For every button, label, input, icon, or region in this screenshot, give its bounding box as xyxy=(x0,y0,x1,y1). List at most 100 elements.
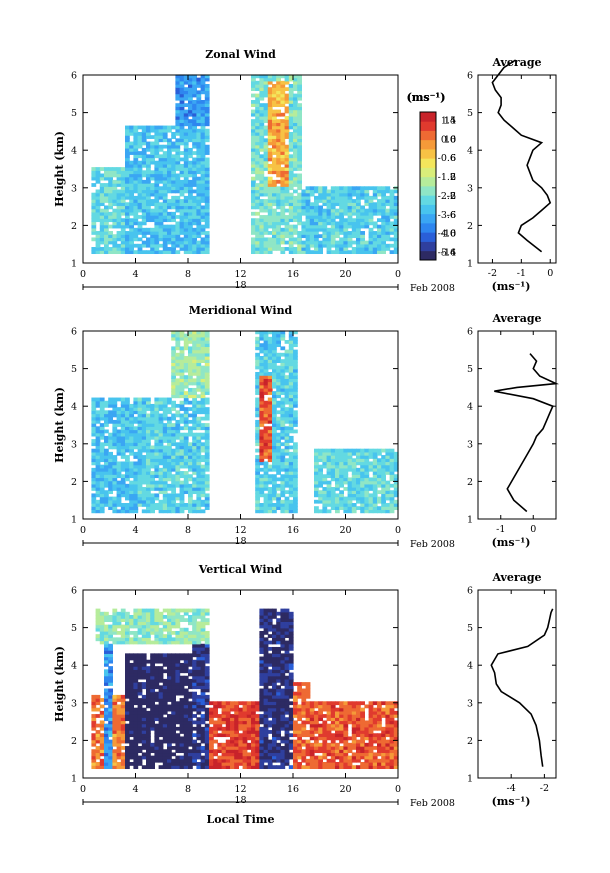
heatmap-cell xyxy=(276,103,281,107)
heatmap-cell xyxy=(288,467,294,472)
heatmap-cell xyxy=(200,115,206,120)
heatmap-cell xyxy=(158,416,164,421)
heatmap-cell xyxy=(175,391,181,395)
heatmap-cell xyxy=(129,423,134,427)
heatmap-cell xyxy=(351,221,357,226)
heatmap-cell xyxy=(368,227,374,232)
heatmap-cell xyxy=(288,407,294,411)
heatmap-cell xyxy=(120,618,126,622)
heatmap-cell xyxy=(104,234,109,239)
heatmap-cell xyxy=(167,608,172,613)
heatmap-cell xyxy=(267,458,273,463)
heatmap-cell xyxy=(272,199,277,203)
heatmap-cell xyxy=(125,685,130,690)
heatmap-cell xyxy=(314,474,319,479)
heatmap-cell xyxy=(272,122,277,127)
heatmap-cell xyxy=(196,224,202,229)
heatmap-cell xyxy=(133,739,139,744)
heatmap-cell xyxy=(360,455,365,459)
heatmap-cell xyxy=(158,224,164,229)
heatmap-cell xyxy=(356,499,361,504)
heatmap-cell xyxy=(188,496,193,501)
heatmap-cell xyxy=(179,723,185,728)
heatmap-cell xyxy=(158,211,164,216)
heatmap-cell xyxy=(91,192,97,197)
heatmap-cell xyxy=(129,240,134,245)
heatmap-cell xyxy=(204,237,210,242)
heatmap-cell xyxy=(137,183,143,187)
heatmap-cell xyxy=(267,183,273,187)
heatmap-cell xyxy=(200,119,206,123)
heatmap-cell xyxy=(196,442,202,447)
heatmap-cell xyxy=(343,218,349,223)
heatmap-cell xyxy=(288,243,294,248)
heatmap-cell xyxy=(351,448,357,453)
heatmap-cell xyxy=(150,493,155,498)
heatmap-cell xyxy=(381,467,386,472)
heatmap-cell xyxy=(293,122,298,127)
heatmap-cell xyxy=(347,448,353,453)
heatmap-cell xyxy=(99,739,105,744)
heatmap-cell xyxy=(339,218,344,223)
heatmap-cell xyxy=(183,375,189,379)
heatmap-cell xyxy=(293,240,298,245)
heatmap-cell xyxy=(368,487,374,491)
heatmap-cell xyxy=(171,615,176,619)
heatmap-cell xyxy=(200,131,206,136)
heatmap-cell xyxy=(146,400,151,405)
panel-title: Zonal Wind xyxy=(205,48,276,61)
heatmap-cell xyxy=(154,739,160,744)
heatmap-cell xyxy=(175,243,181,248)
heatmap-cell xyxy=(116,509,122,514)
heatmap-cell xyxy=(129,407,134,411)
heatmap-cell xyxy=(125,128,130,133)
heatmap-cell xyxy=(108,701,113,706)
heatmap-cell xyxy=(263,151,269,155)
heatmap-cell xyxy=(192,144,197,149)
heatmap-cell xyxy=(171,480,176,485)
heatmap-cell xyxy=(141,464,147,469)
heatmap-cell xyxy=(204,199,210,203)
heatmap-cell xyxy=(167,707,172,712)
heatmap-cell xyxy=(288,93,294,98)
heatmap-cell xyxy=(137,704,143,709)
heatmap-cell xyxy=(158,458,164,463)
heatmap-cell xyxy=(133,678,139,683)
heatmap-cell xyxy=(158,451,164,456)
heatmap-cell xyxy=(99,752,105,757)
heatmap-cell xyxy=(108,659,113,664)
heatmap-cell xyxy=(162,694,168,699)
heatmap-cell xyxy=(116,250,122,255)
heatmap-cell xyxy=(204,461,210,466)
heatmap-cell xyxy=(267,346,273,351)
heatmap-cell xyxy=(343,496,349,501)
heatmap-cell xyxy=(167,496,172,501)
heatmap-cell xyxy=(200,103,206,107)
heatmap-cell xyxy=(200,410,206,415)
heatmap-cell xyxy=(259,375,265,379)
heatmap-cell xyxy=(99,499,105,504)
heatmap-cell xyxy=(141,125,147,130)
heatmap-cell xyxy=(183,224,189,229)
heatmap-cell xyxy=(356,186,361,191)
heatmap-cell xyxy=(196,458,202,463)
heatmap-cell xyxy=(162,490,168,495)
heatmap-cell xyxy=(162,640,168,645)
heatmap-cell xyxy=(255,119,260,123)
heatmap-cell xyxy=(192,435,197,440)
heatmap-cell xyxy=(112,637,118,642)
heatmap-cell xyxy=(175,173,181,178)
heatmap-cell xyxy=(91,701,97,706)
heatmap-cell xyxy=(116,618,122,622)
heatmap-cell xyxy=(162,176,168,181)
heatmap-cell xyxy=(255,87,260,92)
heatmap-cell xyxy=(364,471,370,475)
heatmap-cell xyxy=(167,423,172,427)
heatmap-cell xyxy=(377,224,382,229)
heatmap-cell xyxy=(112,247,118,251)
heatmap-cell xyxy=(276,458,281,463)
heatmap-cell xyxy=(255,106,260,111)
heatmap-cell xyxy=(179,151,185,155)
heatmap-cell xyxy=(175,343,181,348)
heatmap-cell xyxy=(91,413,97,418)
